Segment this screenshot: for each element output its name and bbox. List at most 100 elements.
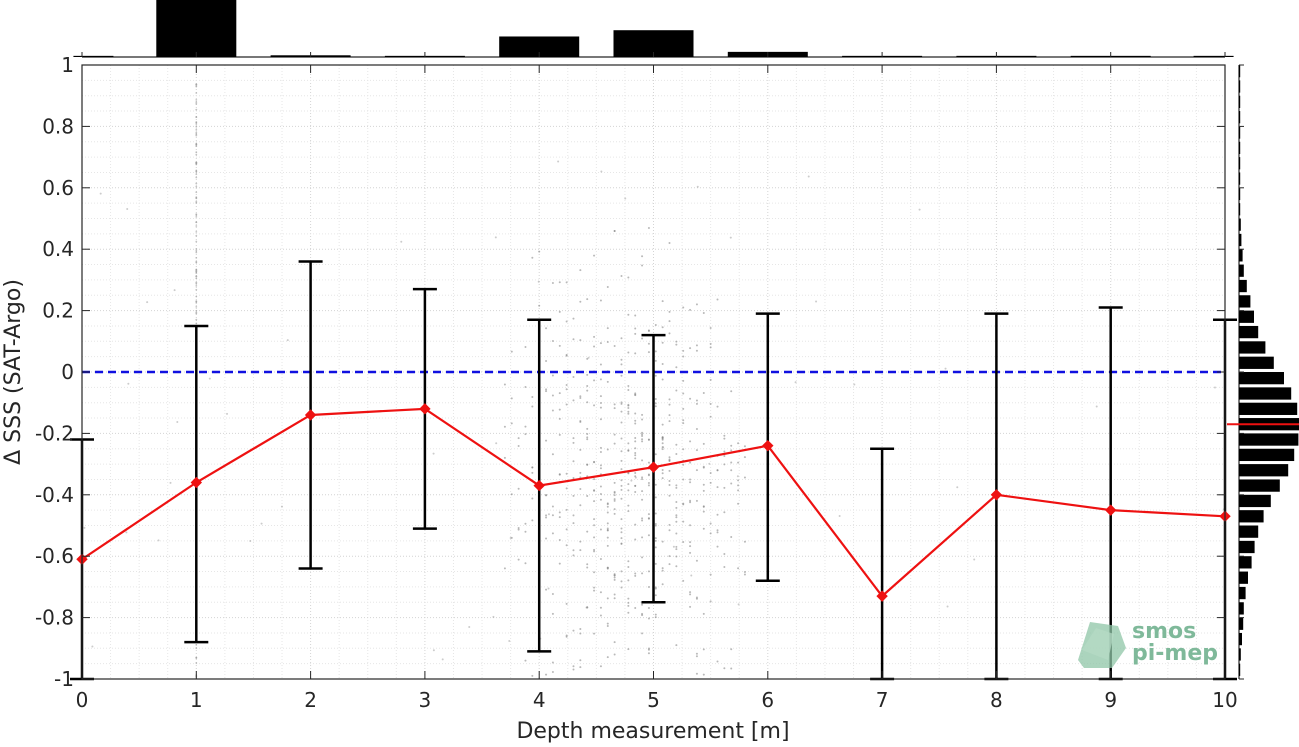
y-tick-label: -0.2 <box>35 421 74 445</box>
scatter-point <box>565 472 568 475</box>
scatter-point <box>641 519 644 522</box>
scatter-point <box>195 128 198 131</box>
scatter-point <box>620 401 623 404</box>
scatter-point <box>599 528 602 531</box>
scatter-point <box>716 660 719 663</box>
scatter-point <box>579 471 582 474</box>
scatter-point <box>586 463 589 466</box>
scatter-point <box>494 236 497 239</box>
scatter-point <box>723 434 726 437</box>
scatter-point <box>606 286 609 289</box>
y-tick-label: -0.6 <box>35 544 74 568</box>
scatter-point <box>695 402 698 405</box>
scatter-point <box>627 472 630 475</box>
scatter-point <box>654 524 657 527</box>
right-histogram <box>1227 64 1299 680</box>
scatter-point <box>195 275 198 278</box>
right-hist-bar <box>1239 172 1241 185</box>
scatter-point <box>195 277 198 280</box>
scatter-point <box>524 433 527 436</box>
scatter-point <box>606 597 609 600</box>
right-hist-bar <box>1239 310 1254 323</box>
scatter-point <box>654 616 657 619</box>
scatter-point <box>599 467 602 470</box>
scatter-point <box>524 659 527 662</box>
right-hist-bar <box>1239 448 1295 462</box>
scatter-point <box>695 428 698 431</box>
scatter-point <box>572 668 575 671</box>
top-hist-bar <box>156 0 237 57</box>
scatter-point <box>468 625 471 628</box>
scatter-point <box>668 332 671 335</box>
scatter-point <box>668 320 671 323</box>
scatter-point <box>654 350 657 353</box>
scatter-point <box>146 301 149 304</box>
mean-point <box>304 409 317 421</box>
scatter-point <box>627 611 630 614</box>
scatter-point <box>613 442 616 445</box>
scatter-point <box>593 589 596 592</box>
scatter-point <box>545 388 548 391</box>
scatter-point <box>195 102 198 105</box>
scatter-point <box>195 99 198 101</box>
scatter-point <box>558 433 561 436</box>
scatter-point <box>627 407 630 410</box>
scatter-point <box>531 256 534 259</box>
scatter-point <box>737 603 740 606</box>
scatter-point <box>668 523 671 526</box>
scatter-point <box>634 490 637 493</box>
scatter-point <box>593 548 596 551</box>
scatter-point <box>661 326 664 329</box>
scatter-point <box>647 461 650 464</box>
scatter-point <box>647 484 650 487</box>
scatter-point <box>503 383 506 386</box>
scatter-point <box>620 586 623 589</box>
scatter-point <box>723 667 726 670</box>
scatter-point <box>737 479 740 482</box>
scatter-point <box>689 593 692 596</box>
top-hist-bar <box>499 36 580 57</box>
scatter-point <box>195 214 198 216</box>
scatter-point <box>620 580 623 583</box>
scatter-point <box>558 417 561 420</box>
scatter-point <box>599 606 602 609</box>
scatter-point <box>641 459 644 462</box>
scatter-point <box>690 574 693 577</box>
scatter-point <box>195 153 198 156</box>
scatter-point <box>634 457 637 460</box>
scatter-point <box>627 410 630 413</box>
scatter-point <box>675 548 678 551</box>
logo-line-1: smos <box>1132 619 1196 644</box>
scatter-point <box>661 583 664 586</box>
scatter-point <box>675 532 678 535</box>
scatter-point <box>668 469 671 472</box>
right-hist-bar <box>1239 157 1241 170</box>
scatter-point <box>195 182 198 185</box>
right-hist-bar <box>1239 387 1292 400</box>
right-hist-bar <box>1239 479 1280 492</box>
scatter-point <box>737 489 740 492</box>
right-hist-bar <box>1239 372 1284 385</box>
right-hist-bar <box>1239 264 1244 277</box>
x-tick-label: 0 <box>76 688 89 712</box>
scatter-point <box>689 524 692 527</box>
scatter-point <box>586 563 589 566</box>
scatter-point <box>545 514 548 517</box>
scatter-point <box>565 635 568 638</box>
scatter-point <box>599 665 602 668</box>
scatter-point <box>682 503 685 506</box>
scatter-point <box>695 596 698 599</box>
scatter-point <box>195 269 198 271</box>
scatter-point <box>730 535 733 538</box>
scatter-point <box>531 674 534 677</box>
scatter-point <box>627 504 630 507</box>
scatter-point <box>586 427 589 430</box>
scatter-point <box>620 402 623 405</box>
scatter-point <box>654 537 657 540</box>
scatter-point <box>647 513 650 516</box>
scatter-point <box>634 394 637 397</box>
scatter-point <box>634 472 637 475</box>
y-tick-label: 0 <box>61 360 74 384</box>
scatter-point <box>675 366 678 369</box>
scatter-point <box>627 449 630 452</box>
